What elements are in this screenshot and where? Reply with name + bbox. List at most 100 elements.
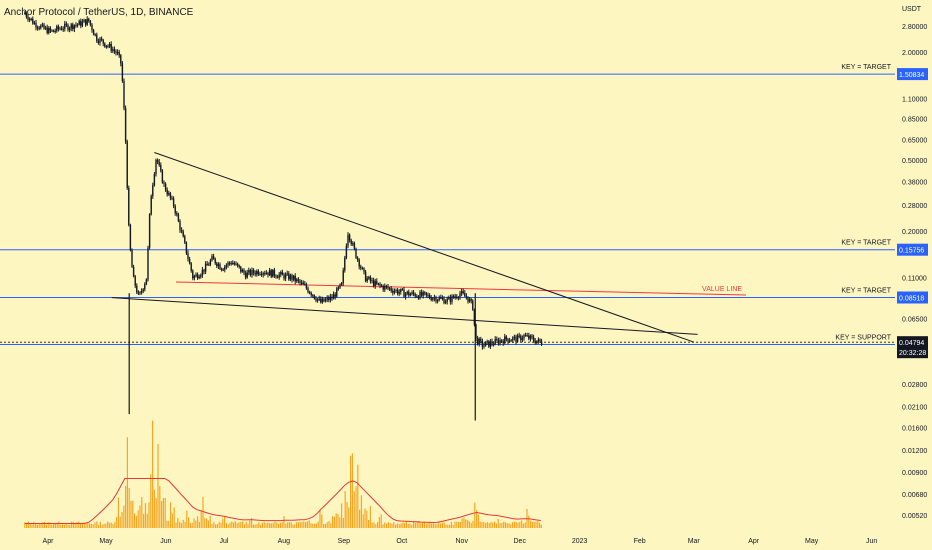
volume-bar: [517, 522, 519, 528]
volume-bar: [486, 522, 488, 528]
candle-body: [227, 262, 229, 266]
candle-body: [374, 281, 376, 286]
volume-bar: [103, 523, 105, 528]
candle-body: [268, 270, 271, 276]
candle-body: [459, 293, 461, 298]
candles[interactable]: [24, 11, 543, 350]
volume-bar: [33, 521, 35, 528]
volume-bar: [488, 523, 490, 528]
candle-body: [51, 30, 53, 32]
candle-body: [190, 263, 192, 271]
candle-body: [200, 275, 202, 277]
volume-bar: [211, 523, 213, 528]
volume-bar: [416, 521, 418, 528]
value-line[interactable]: [175, 281, 747, 296]
candle-body: [73, 25, 76, 30]
candle-body: [96, 34, 98, 42]
candle-body: [48, 27, 50, 34]
candle-body: [489, 341, 492, 347]
candle-body: [233, 263, 236, 265]
candle-body: [297, 279, 300, 281]
volume-bar: [530, 520, 532, 528]
candle-body: [337, 287, 340, 289]
volume-bar: [434, 523, 436, 528]
volume-bar: [351, 453, 353, 528]
volume-bar: [260, 524, 262, 528]
candle-body: [161, 170, 164, 183]
candle-body: [430, 297, 432, 300]
volume-bar: [357, 464, 359, 528]
candle-body: [406, 291, 408, 294]
volume-bar: [524, 522, 526, 528]
candle-body: [478, 338, 480, 345]
volume-bar: [443, 522, 445, 528]
candle-body: [59, 28, 61, 30]
volume-bar: [450, 522, 452, 528]
candle-body: [166, 190, 168, 195]
candle-body: [195, 274, 197, 277]
candle-body: [211, 256, 213, 261]
candle-body: [28, 18, 31, 20]
volume-bar: [287, 522, 289, 528]
volume-bar: [339, 517, 341, 528]
volume-bar: [166, 520, 168, 528]
volume-bar: [355, 486, 357, 528]
candle-body: [476, 338, 479, 345]
volume-bar: [159, 486, 161, 528]
candle-body: [505, 336, 508, 340]
price-tag: [897, 243, 928, 256]
volume-bar: [38, 523, 40, 528]
candle-body: [414, 294, 416, 297]
candle-body: [220, 268, 223, 270]
volume-bar: [326, 522, 328, 528]
candle-body: [38, 27, 40, 29]
candle-body: [496, 339, 498, 341]
volume-bar: [281, 522, 283, 528]
volume-bar: [333, 516, 335, 528]
volume-bar: [472, 520, 474, 528]
volume-bar: [387, 522, 389, 528]
candle-body: [307, 288, 309, 293]
candle-body: [236, 263, 239, 266]
candle-body: [531, 335, 533, 338]
volume-bar: [44, 521, 46, 528]
volume-bar: [391, 523, 393, 528]
volume-bar: [256, 523, 258, 528]
candle-body: [212, 256, 215, 259]
chart-title: Anchor Protocol / TetherUS, 1D, BINANCE: [4, 7, 194, 18]
candle-body: [502, 341, 504, 344]
volume-bar: [36, 524, 38, 528]
volume-bar: [373, 522, 375, 528]
price-tag-value: 0.15756: [899, 248, 924, 255]
candle-body: [464, 293, 466, 297]
volume-bar: [51, 524, 53, 528]
candle-body: [168, 193, 170, 195]
candle-body: [537, 339, 540, 342]
volume-bar: [337, 514, 339, 528]
candle-body: [328, 297, 330, 301]
trendline[interactable]: [154, 152, 694, 343]
candle-body: [424, 292, 426, 294]
volume-bar: [288, 522, 290, 528]
volume-bar: [87, 523, 89, 528]
candle-body: [395, 289, 397, 292]
volume-bar: [90, 523, 92, 528]
candle-body: [262, 273, 264, 275]
trendline[interactable]: [111, 297, 698, 335]
candle-body: [24, 13, 26, 15]
candle-body: [144, 284, 146, 290]
candle-body: [60, 28, 63, 30]
candle-body: [526, 335, 528, 337]
volume-bar: [128, 488, 130, 528]
volume-bar: [123, 505, 125, 528]
candle-body: [120, 55, 122, 64]
volume-bar: [278, 523, 280, 528]
candle-body: [75, 24, 77, 26]
candle-body: [275, 275, 277, 277]
candle-body: [100, 38, 103, 40]
candle-body: [425, 293, 428, 296]
candle-body: [238, 265, 240, 267]
y-tick-label: 1.10000: [902, 97, 927, 104]
volume-bar: [191, 522, 193, 528]
